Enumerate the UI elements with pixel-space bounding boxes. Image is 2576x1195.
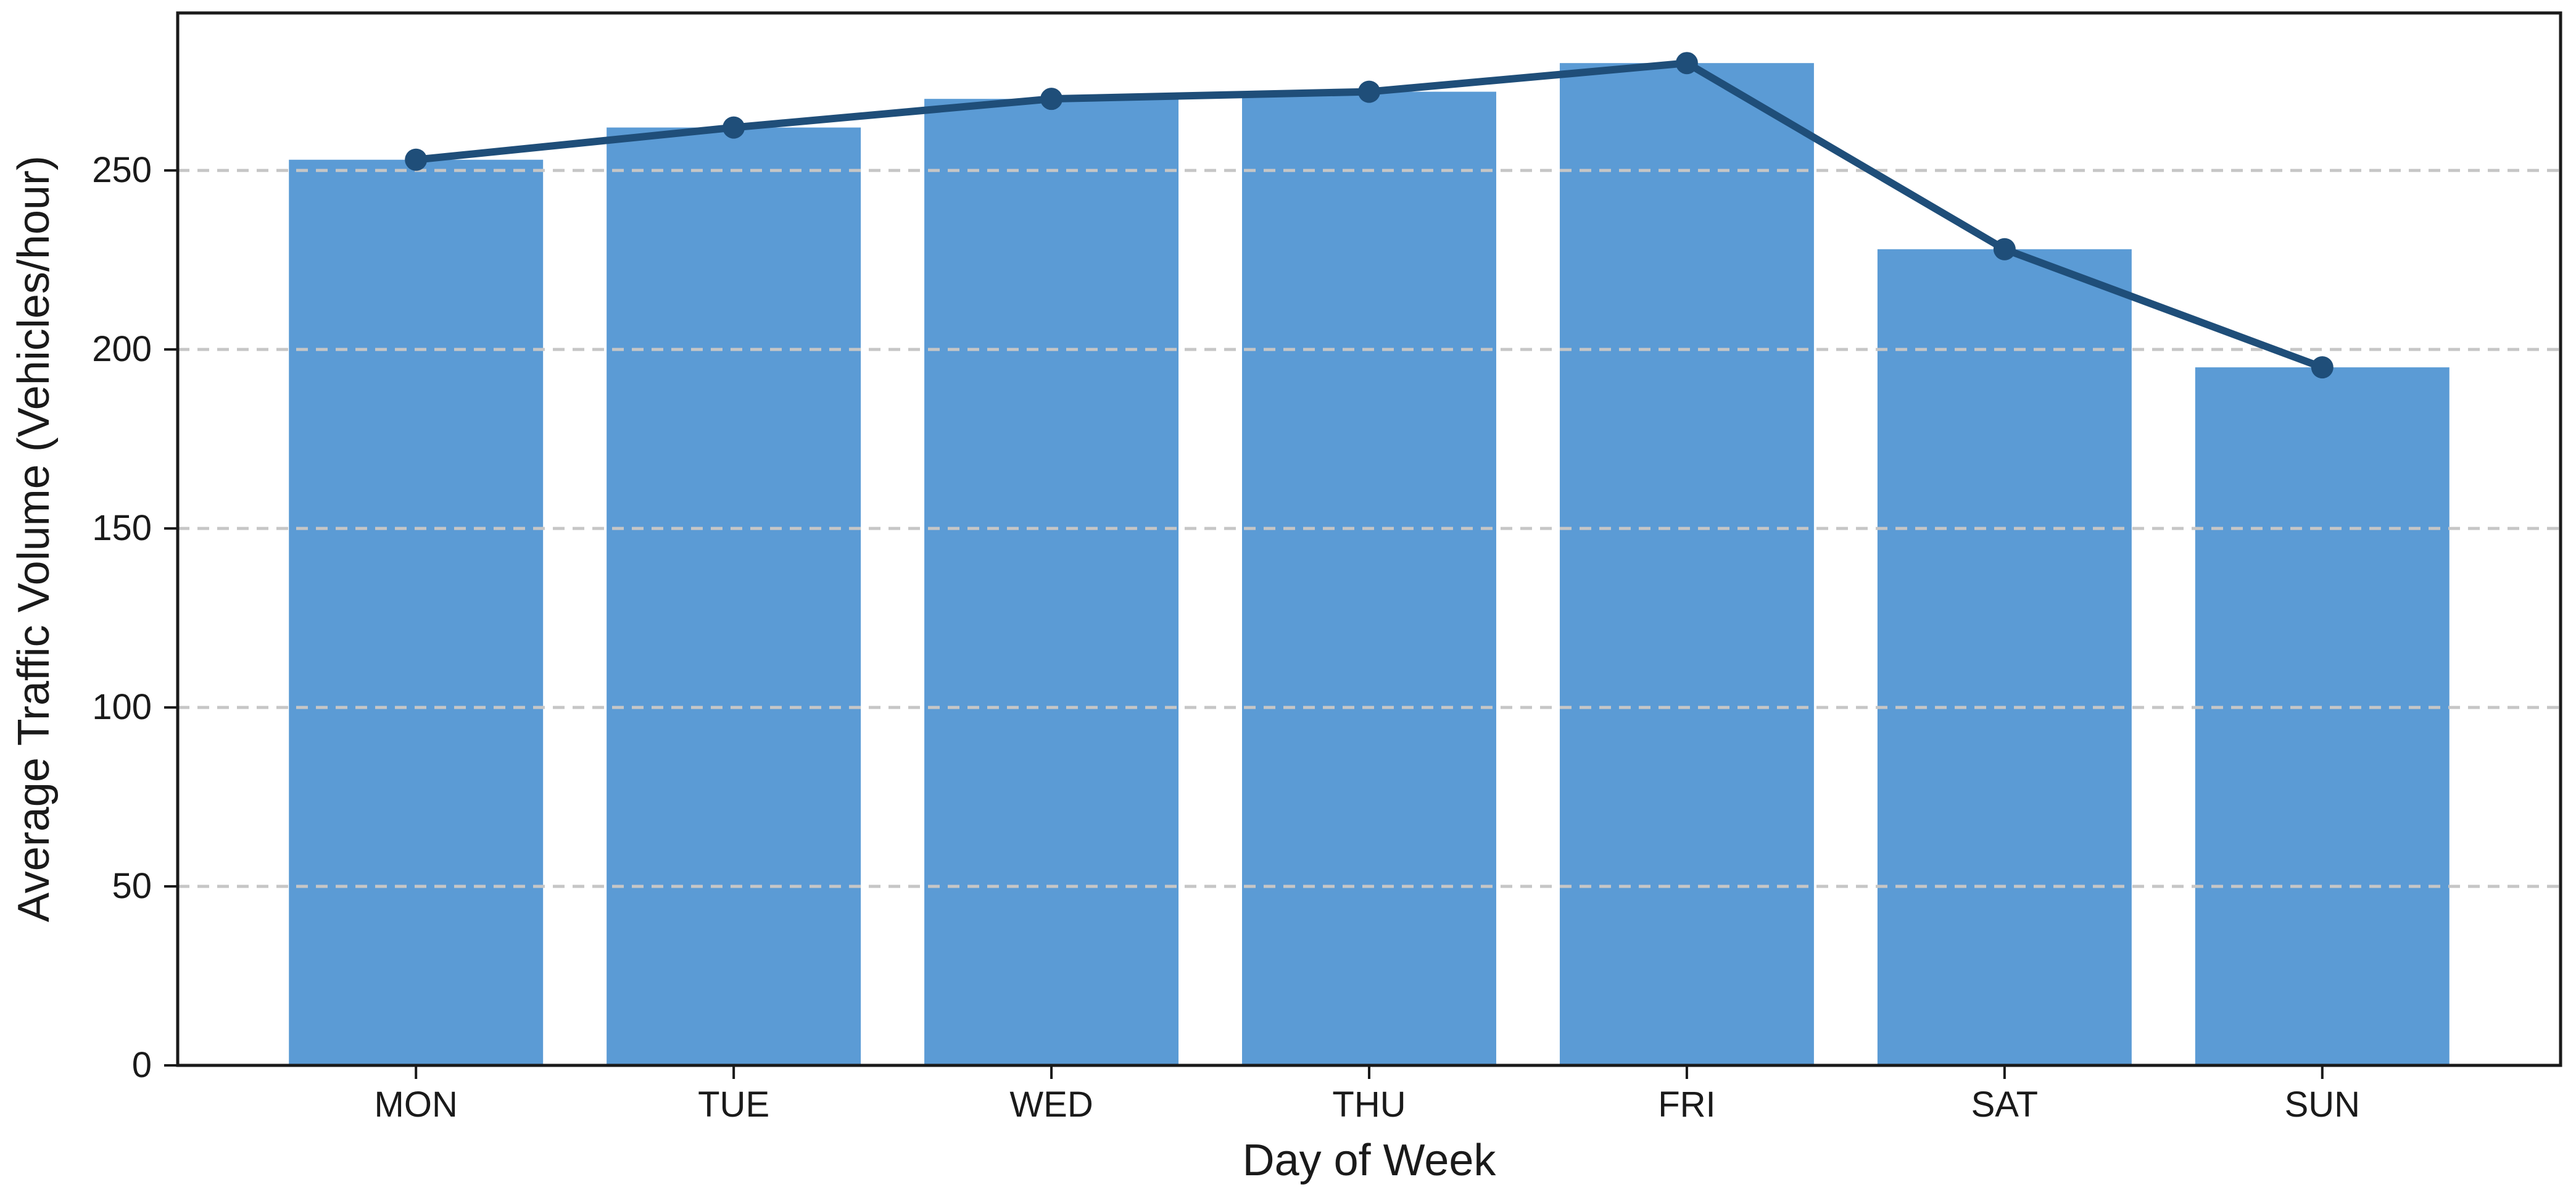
bars-group <box>289 63 2450 1066</box>
y-tick-label-0: 0 <box>131 1045 152 1085</box>
axes-group <box>164 11 2562 1079</box>
bar-fri <box>1559 63 1814 1066</box>
x-tick-label-fri: FRI <box>1658 1085 1716 1125</box>
y-tick-label-250: 250 <box>92 150 152 191</box>
bar-tue <box>607 127 861 1065</box>
x-tick-label-mon: MON <box>374 1085 458 1125</box>
line-marker-sat <box>1993 238 2016 260</box>
line-marker-wed <box>1040 88 1063 110</box>
x-tick-label-thu: THU <box>1332 1085 1406 1125</box>
line-marker-sun <box>2311 356 2334 379</box>
x-tick-label-sat: SAT <box>1971 1085 2039 1125</box>
bar-sun <box>2195 367 2450 1066</box>
gridlines-group <box>178 169 2561 888</box>
bar-sat <box>1877 249 2132 1065</box>
bar-thu <box>1242 91 1496 1065</box>
y-tick-label-100: 100 <box>92 687 152 728</box>
line-marker-tue <box>723 116 745 139</box>
y-tick-label-150: 150 <box>92 508 152 549</box>
line-marker-thu <box>1358 80 1380 103</box>
line-series-group <box>405 52 2334 379</box>
x-axis-label: Day of Week <box>1242 1136 1496 1185</box>
y-axis-label: Average Traffic Volume (Vehicles/hour) <box>9 156 59 922</box>
line-marker-mon <box>405 148 428 171</box>
x-tick-label-wed: WED <box>1009 1085 1093 1125</box>
y-tick-label-50: 50 <box>112 866 152 907</box>
line-marker-fri <box>1675 52 1698 75</box>
x-tick-label-sun: SUN <box>2284 1085 2361 1125</box>
bar-mon <box>289 159 544 1065</box>
x-tick-label-tue: TUE <box>698 1085 770 1125</box>
y-tick-label-200: 200 <box>92 329 152 370</box>
bar-wed <box>924 99 1179 1065</box>
